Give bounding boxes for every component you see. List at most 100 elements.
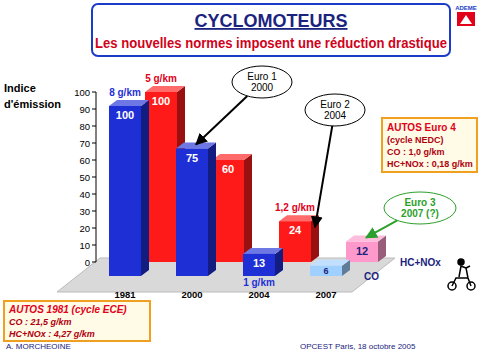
- info-box-text: AUTOS 1981 (cycle ECE): [8, 304, 127, 315]
- bar: [176, 149, 208, 277]
- bar: [346, 242, 378, 262]
- y-tick: [92, 126, 96, 127]
- data-label: 60: [222, 163, 234, 175]
- y-tick-label: 100: [74, 87, 90, 98]
- value-note: 1 g/km: [243, 277, 275, 288]
- callout-text: 2007 (?): [401, 208, 439, 219]
- subtitle: Les nouvelles normes imposent une réduct…: [95, 35, 447, 51]
- bar-side: [208, 143, 216, 277]
- value-note: 8 g/km: [109, 87, 141, 98]
- info-box: [382, 118, 477, 172]
- y-tick: [92, 228, 96, 229]
- info-box-text: CO : 21,5 g/km: [9, 317, 72, 327]
- data-label: 6: [323, 266, 328, 276]
- value-note: 5 g/km: [145, 73, 177, 84]
- floor: [57, 258, 395, 292]
- bar-group: [176, 143, 216, 277]
- callout-ellipse: [384, 192, 456, 224]
- y-tick-label: 50: [79, 172, 90, 183]
- y-tick-label: 80: [79, 121, 90, 132]
- y-axis-label: d'émission: [4, 98, 61, 110]
- y-tick: [92, 245, 96, 246]
- y-tick: [92, 160, 96, 161]
- bar-side: [244, 154, 252, 262]
- frame: [452, 266, 471, 286]
- data-label: 13: [253, 257, 265, 269]
- y-tick: [92, 211, 96, 212]
- y-tick-label: 0: [85, 257, 90, 268]
- callout-text: 2004: [324, 110, 347, 121]
- y-tick-label: 60: [79, 155, 90, 166]
- x-tick-label: 2004: [248, 289, 270, 300]
- bar-top: [212, 154, 252, 160]
- data-label: 100: [116, 109, 134, 121]
- y-tick: [92, 177, 96, 178]
- callout-text: Euro 3: [404, 197, 436, 208]
- footer-author: A. MORCHEOINE: [6, 342, 71, 351]
- callout-arrow: [196, 96, 247, 145]
- bar: [145, 92, 177, 262]
- bar-group: [279, 215, 319, 262]
- bar-group: [109, 100, 149, 276]
- callout-text: 2000: [251, 82, 274, 93]
- y-tick-label: 10: [79, 240, 90, 251]
- logo-shape: [460, 15, 472, 24]
- bar-group: [212, 154, 252, 262]
- rider-head: [458, 259, 464, 265]
- rider: [459, 266, 466, 277]
- bar-top: [279, 215, 319, 221]
- bar-group: [346, 236, 386, 262]
- info-box: [4, 301, 150, 341]
- bar-group: [310, 260, 350, 276]
- logo-text: ADEME: [455, 5, 477, 11]
- bar-top: [243, 248, 283, 254]
- logo-mark: [457, 12, 475, 26]
- bar-side: [141, 100, 149, 276]
- info-box-text: (cycle NEDC): [387, 135, 444, 145]
- data-label: 100: [152, 95, 170, 107]
- y-axis-label: Indice: [4, 82, 36, 94]
- callout-ellipse: [305, 94, 365, 126]
- y-tick-label: 30: [79, 206, 90, 217]
- info-box-text: HC+NOx : 4,27 g/km: [9, 329, 95, 339]
- bar: [243, 254, 275, 276]
- x-tick-label: 2000: [181, 289, 202, 300]
- callout-text: Euro 1: [247, 71, 277, 82]
- info-box-text: AUTOS Euro 4: [387, 122, 456, 133]
- info-box-text: CO : 1,0 g/km: [387, 147, 445, 157]
- bar-top: [145, 86, 185, 92]
- bar: [279, 221, 311, 262]
- bar: [212, 160, 244, 262]
- data-label: 24: [289, 224, 302, 236]
- callout-text: Euro 2: [320, 99, 350, 110]
- callout-ellipse: [232, 66, 292, 98]
- data-label: 75: [186, 152, 198, 164]
- bars: [109, 86, 386, 276]
- bar-group: [243, 248, 283, 276]
- value-note: 1,2 g/km: [275, 202, 315, 213]
- bar: [109, 106, 141, 276]
- scooter-icon: [448, 259, 475, 290]
- bar: [310, 266, 342, 276]
- y-tick-label: 90: [79, 104, 90, 115]
- y-tick: [92, 143, 96, 144]
- slide: CYCLOMOTEURS Les nouvelles normes imposen…: [0, 0, 479, 351]
- series-label: HC+NOx: [400, 257, 441, 268]
- header-box: [92, 4, 450, 56]
- info-box-text: HC+NOx : 0,18 g/km: [387, 159, 473, 169]
- callout-arrow: [366, 220, 397, 237]
- x-tick-label: 2007: [315, 289, 336, 300]
- bar-top: [109, 100, 149, 106]
- y-tick: [92, 194, 96, 195]
- data-label: 12: [356, 245, 368, 257]
- y-tick-label: 20: [79, 223, 90, 234]
- y-tick: [92, 262, 96, 263]
- series-label: CO: [364, 271, 379, 282]
- y-tick-label: 40: [79, 189, 90, 200]
- x-tick-label: 1981: [114, 289, 136, 300]
- y-tick: [92, 92, 96, 93]
- y-tick: [92, 109, 96, 110]
- callout-arrow: [315, 126, 332, 227]
- title: CYCLOMOTEURS: [195, 11, 348, 31]
- footer-event: OPCEST Paris, 18 octobre 2005: [300, 342, 416, 351]
